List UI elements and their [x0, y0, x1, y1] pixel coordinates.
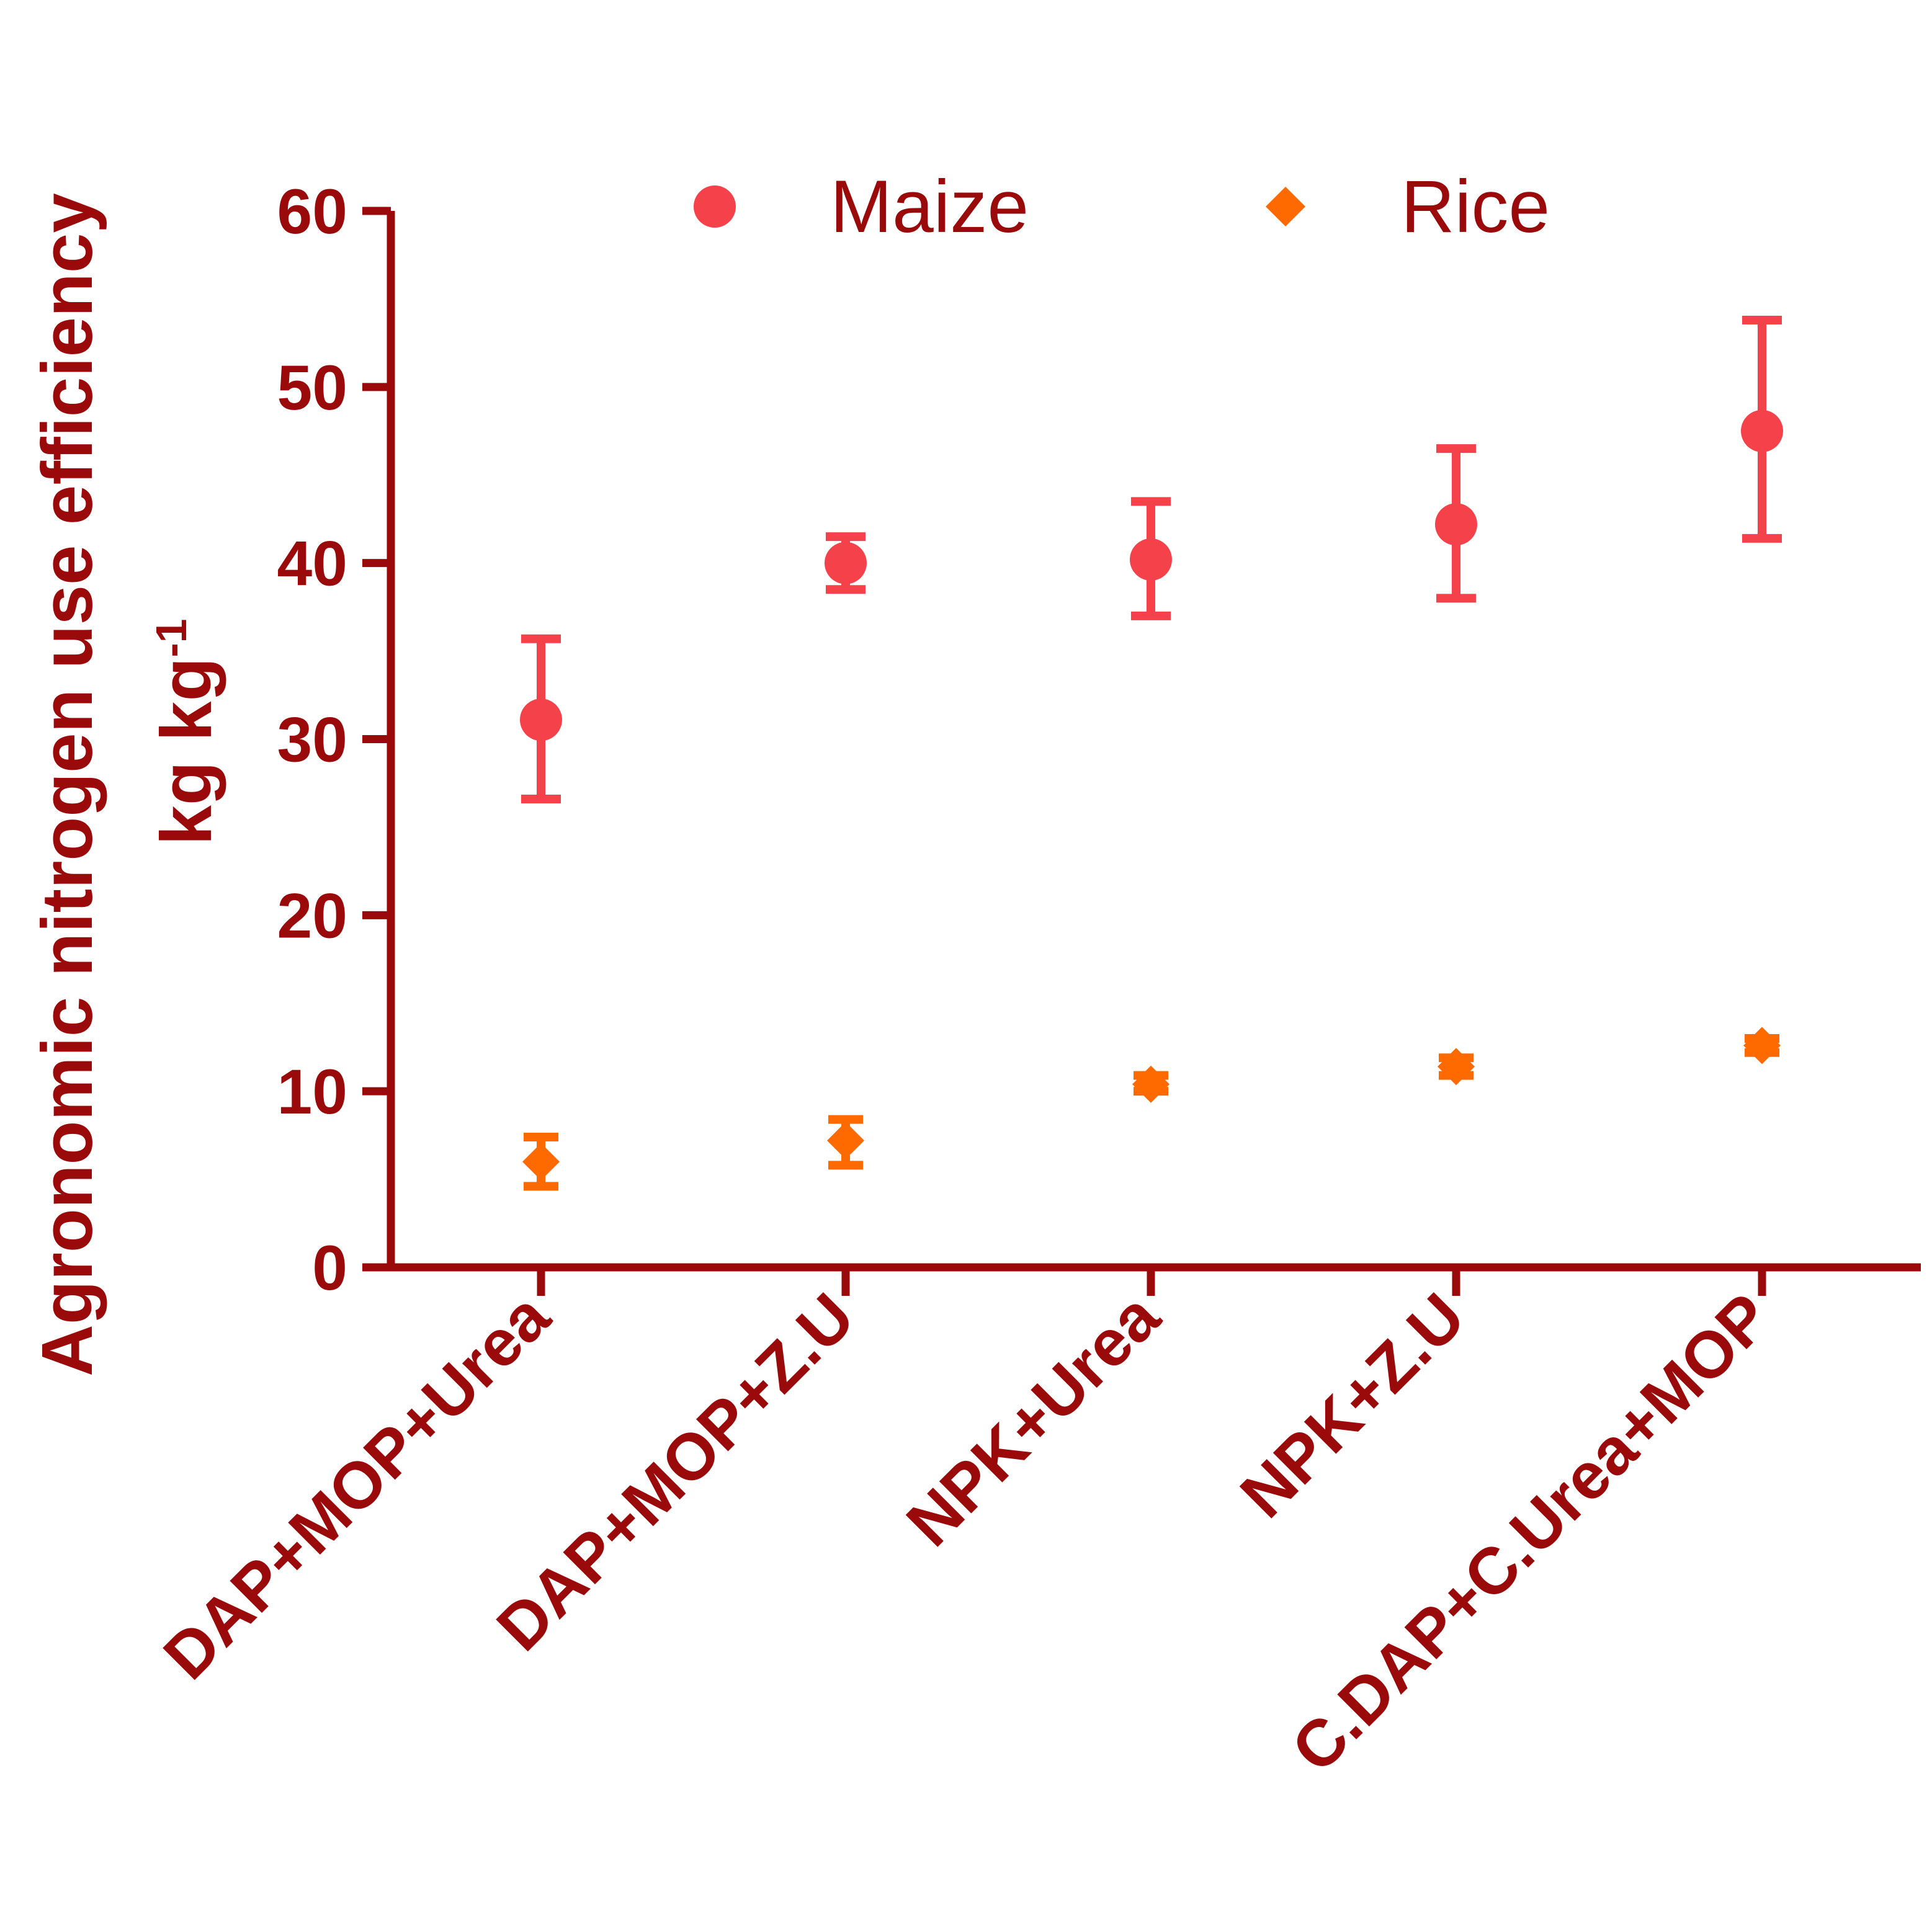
- legend-marker-rice: [1266, 187, 1305, 226]
- maize-marker: [1435, 503, 1477, 546]
- maize-point-2: [825, 532, 867, 594]
- rice-point-2: [827, 1115, 864, 1170]
- y-axis-label: Agronomic nitrogen use efficiency kg kg-…: [27, 193, 226, 1377]
- y-tick-label: 10: [277, 1056, 347, 1127]
- y-tick-label: 0: [312, 1233, 347, 1303]
- maize-point-4: [1435, 444, 1477, 603]
- rice-marker: [827, 1122, 864, 1159]
- maize-marker: [825, 542, 867, 584]
- y-tick-label: 40: [277, 529, 347, 599]
- maize-point-1: [520, 634, 562, 804]
- y-tick-label: 30: [277, 705, 347, 775]
- y-ticks: 0 10 20 30 40 50 60: [277, 176, 391, 1303]
- rice-marker: [522, 1143, 560, 1180]
- y-tick-label: 60: [277, 176, 347, 247]
- svg-text:kg kg-1: kg kg-1: [146, 618, 226, 845]
- rice-point-3: [1132, 1065, 1169, 1103]
- y-axis-label-superscript: -1: [147, 618, 195, 657]
- rice-point-4: [1438, 1048, 1475, 1086]
- maize-point-5: [1741, 315, 1783, 543]
- x-tick-label: NPK+Z.U: [1227, 1280, 1478, 1532]
- maize-marker: [1130, 538, 1172, 581]
- legend-label-maize: Maize: [830, 165, 1029, 248]
- svg-text:Agronomic nitrogen use efficie: Agronomic nitrogen use efficiency: [27, 193, 107, 1377]
- y-tick-label: 50: [277, 352, 347, 423]
- y-axis-label-line1: Agronomic nitrogen use efficiency: [27, 193, 107, 1377]
- rice-point-1: [522, 1132, 560, 1191]
- legend-marker-maize: [694, 185, 736, 228]
- axes: [387, 211, 1921, 1272]
- legend-item-maize: Maize: [694, 165, 1029, 248]
- legend-label-rice: Rice: [1401, 165, 1550, 248]
- maize-marker: [520, 698, 562, 741]
- maize-marker: [1741, 409, 1783, 452]
- y-axis-label-line2: kg kg: [146, 658, 226, 846]
- y-tick-label: 20: [277, 880, 347, 951]
- legend: Maize Rice: [694, 165, 1550, 248]
- rice-point-5: [1743, 1027, 1781, 1064]
- data-marks: [520, 315, 1783, 1191]
- x-tick-label: NPK+Urea: [893, 1279, 1174, 1560]
- rice-marker: [1438, 1048, 1475, 1086]
- maize-point-3: [1130, 497, 1172, 620]
- rice-marker: [1132, 1065, 1169, 1103]
- legend-item-rice: Rice: [1266, 165, 1550, 248]
- rice-marker: [1743, 1027, 1781, 1064]
